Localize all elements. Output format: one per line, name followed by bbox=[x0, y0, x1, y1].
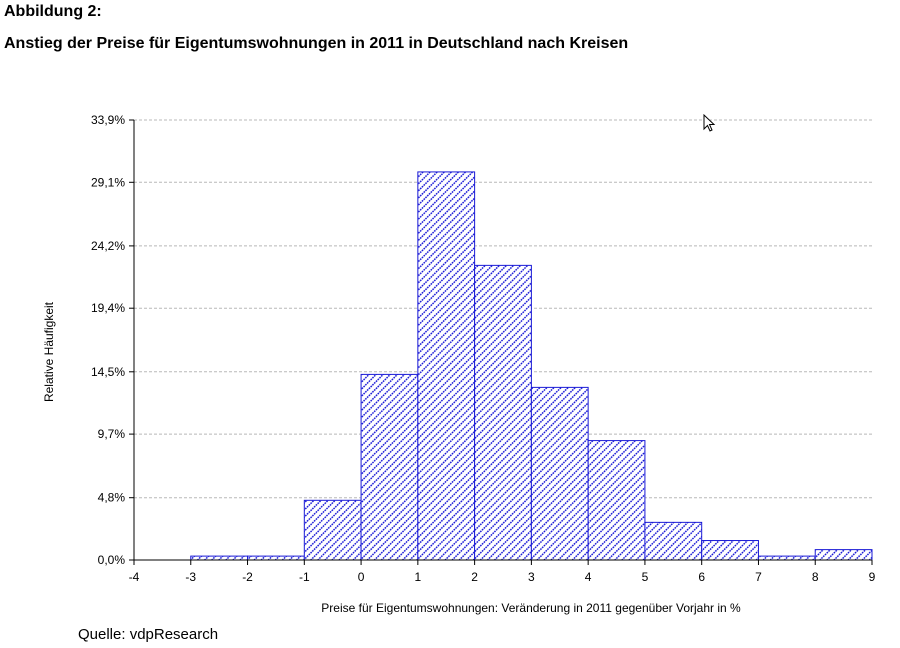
y-tick-label: 33,9% bbox=[91, 113, 125, 127]
ticks: 0,0% 4,8% 9,7% 14,5% 19,4% 24,2% 29,1% 33,9% -4 -… bbox=[91, 113, 876, 584]
histogram-bar bbox=[530, 386, 589, 561]
x-tick-label: 5 bbox=[642, 570, 649, 584]
x-tick-label: 9 bbox=[869, 570, 876, 584]
histogram-bar bbox=[303, 499, 362, 561]
x-tick-label: 3 bbox=[528, 570, 535, 584]
y-tick-label: 14,5% bbox=[91, 365, 125, 379]
figure-label: Abbildung 2: bbox=[4, 3, 102, 20]
y-tick-label: 19,4% bbox=[91, 301, 125, 315]
x-tick-label: 8 bbox=[812, 570, 819, 584]
histogram-bar bbox=[644, 521, 703, 561]
figure-header: Abbildung 2: Anstieg der Preise für Eige… bbox=[4, 2, 628, 54]
histogram-bar bbox=[587, 440, 646, 561]
histogram-bar bbox=[360, 373, 419, 561]
gridlines bbox=[134, 119, 872, 499]
x-tick-label: 4 bbox=[585, 570, 592, 584]
histogram-bar bbox=[757, 555, 816, 561]
bars bbox=[190, 171, 873, 561]
x-tick-label: -1 bbox=[299, 570, 310, 584]
y-tick-label: 0,0% bbox=[98, 553, 126, 567]
x-tick-label: -4 bbox=[129, 570, 140, 584]
histogram-bar bbox=[474, 264, 532, 561]
x-tick-label: 0 bbox=[358, 570, 365, 584]
x-tick-label: -3 bbox=[185, 570, 196, 584]
histogram-bar bbox=[247, 555, 305, 561]
x-tick-label: -2 bbox=[242, 570, 253, 584]
x-tick-label: 2 bbox=[471, 570, 478, 584]
histogram-bar bbox=[417, 171, 476, 561]
y-tick-label: 9,7% bbox=[98, 427, 126, 441]
source-note: Quelle: vdpResearch bbox=[78, 626, 219, 643]
figure-title: Anstieg der Preise für Eigentumswohnunge… bbox=[4, 35, 629, 52]
y-axis-label: Relative Häufigkeit bbox=[42, 301, 56, 402]
histogram-bar bbox=[701, 540, 759, 561]
x-tick-label: 7 bbox=[755, 570, 762, 584]
histogram-bar bbox=[814, 549, 873, 561]
x-tick-label: 6 bbox=[698, 570, 705, 584]
mouse-pointer-icon bbox=[703, 114, 716, 132]
y-tick-label: 24,2% bbox=[91, 239, 125, 253]
axes bbox=[133, 120, 872, 561]
y-tick-label: 4,8% bbox=[98, 491, 126, 505]
x-tick-label: 1 bbox=[415, 570, 422, 584]
y-tick-label: 29,1% bbox=[91, 175, 125, 189]
histogram-bar bbox=[190, 555, 249, 561]
x-axis-label: Preise für Eigentumswohnungen: Veränderu… bbox=[321, 601, 741, 615]
